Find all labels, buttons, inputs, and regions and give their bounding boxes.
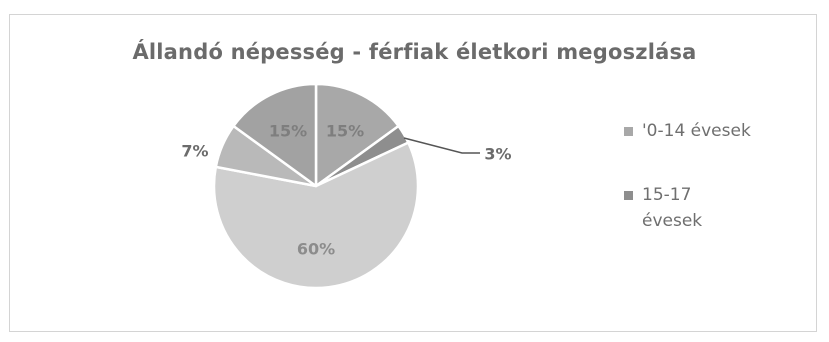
legend-label: '0-14 évesek [642, 121, 751, 141]
pie-slices [212, 82, 420, 290]
legend-swatch [624, 191, 633, 200]
data-label: 15% [326, 122, 364, 141]
leader-line [403, 137, 480, 154]
pie-slice [212, 141, 420, 290]
data-label: 60% [297, 240, 335, 259]
pie-slice [232, 82, 318, 188]
legend-swatch [624, 127, 633, 136]
legend: '0-14 évesek 15-17 évesek [620, 118, 810, 272]
chart-title: Állandó népesség - férfiak életkori mego… [132, 40, 697, 64]
pie-labels: 15% 3% 60% 7% 15% [181, 122, 511, 259]
legend-item-0-14: '0-14 évesek [620, 118, 810, 144]
legend-label: 15-17 évesek [642, 185, 703, 231]
data-label: 15% [269, 122, 307, 141]
data-label: 3% [484, 145, 511, 164]
data-label: 7% [181, 142, 208, 161]
pie-slice [314, 82, 400, 188]
legend-item-15-17: 15-17 évesek [620, 182, 752, 234]
